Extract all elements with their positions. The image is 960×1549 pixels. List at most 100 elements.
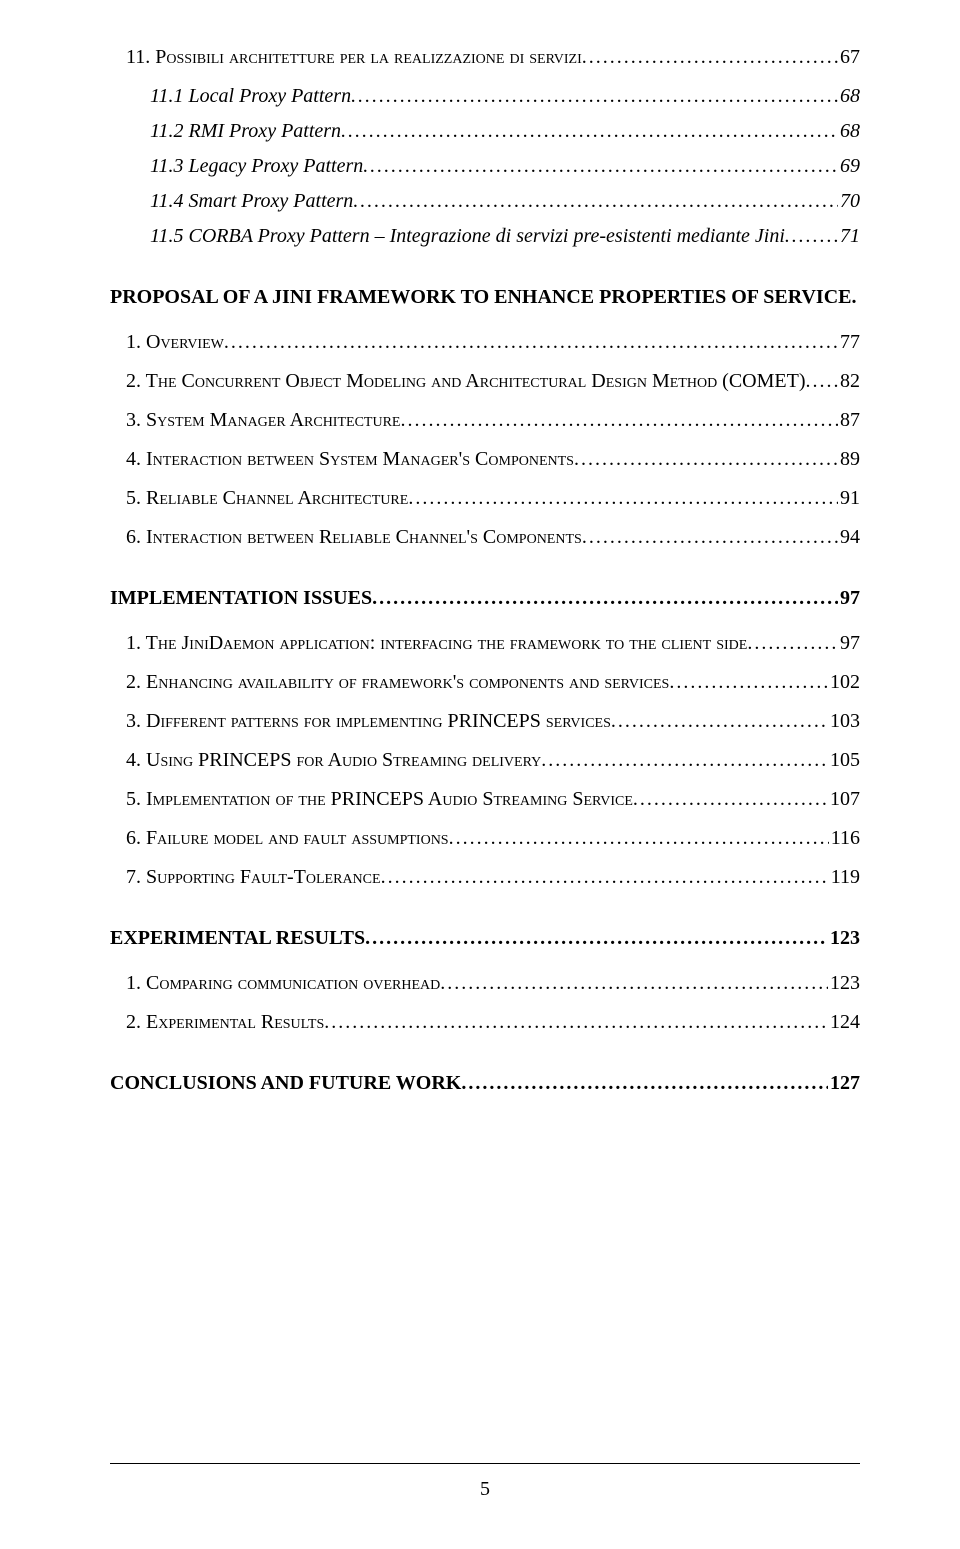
toc-leader-dots [400, 409, 838, 432]
toc-leader-dots [806, 370, 838, 393]
toc-entry: 11.5 CORBA Proxy Pattern – Integrazione … [150, 225, 860, 248]
toc-entry-label: 11. Possibili architetture per la realiz… [126, 46, 582, 69]
toc-entry: 4. Interaction between System Manager's … [126, 448, 860, 471]
toc-entry-label: IMPLEMENTATION ISSUES [110, 587, 372, 610]
toc-entry-page: 89 [838, 448, 860, 471]
toc-entry-page: 70 [838, 190, 860, 213]
toc-entry-page: 97 [838, 632, 860, 655]
toc-entry: 5. Implementation of the PRINCEPS Audio … [126, 788, 860, 811]
toc-entry-label: 2. Enhancing availability of framework's… [126, 671, 669, 694]
toc-entry-label: 1. Overview [126, 331, 224, 354]
toc-entry: 1. Overview 77 [126, 331, 860, 354]
toc-leader-dots [461, 1072, 828, 1095]
toc-entry-label: 2. The Concurrent Object Modeling and Ar… [126, 370, 806, 393]
toc-entry: 11.4 Smart Proxy Pattern 70 [150, 190, 860, 213]
toc-entry-page: 68 [838, 120, 860, 143]
toc-entry-label: 5. Implementation of the PRINCEPS Audio … [126, 788, 633, 811]
toc-entry-label: 11.2 RMI Proxy Pattern [150, 120, 341, 143]
toc-entry: 2. The Concurrent Object Modeling and Ar… [126, 370, 860, 393]
toc-entry-page: 71 [838, 225, 860, 248]
toc-entry: 11.1 Local Proxy Pattern 68 [150, 85, 860, 108]
toc-leader-dots [408, 487, 838, 510]
toc-leader-dots [324, 1011, 828, 1034]
toc-entry: 4. Using PRINCEPS for Audio Streaming de… [126, 749, 860, 772]
toc-entry-page: 77 [859, 286, 860, 309]
toc-entry-page: 123 [828, 927, 860, 950]
toc-entry-label: 7. Supporting Fault-Tolerance [126, 866, 381, 889]
toc-entry-page: 67 [838, 46, 860, 69]
toc-entry-page: 102 [828, 671, 860, 694]
toc-entry-page: 107 [828, 788, 860, 811]
toc-entry-label: 11.4 Smart Proxy Pattern [150, 190, 353, 213]
toc-leader-dots [851, 286, 859, 309]
toc-entry-label: PROPOSAL OF A JINI FRAMEWORK TO ENHANCE … [110, 286, 851, 309]
toc-leader-dots [351, 85, 838, 108]
toc-entry-label: 1. The JiniDaemon application: interfaci… [126, 632, 747, 655]
toc-leader-dots [363, 155, 838, 178]
toc-entry-page: 124 [828, 1011, 860, 1034]
toc-entry-page: 127 [828, 1072, 860, 1095]
toc-entry-label: 11.3 Legacy Proxy Pattern [150, 155, 363, 178]
toc-entry-label: 1. Comparing communication overhead [126, 972, 440, 995]
toc-entry-page: 94 [838, 526, 860, 549]
toc-leader-dots [611, 710, 828, 733]
toc-entry: 3. System Manager Architecture 87 [126, 409, 860, 432]
toc-entry: 11.2 RMI Proxy Pattern 68 [150, 120, 860, 143]
toc-entry-label: 3. System Manager Architecture [126, 409, 400, 432]
toc-entry-page: 82 [838, 370, 860, 393]
toc-entry: 7. Supporting Fault-Tolerance 119 [126, 866, 860, 889]
toc-entry: 5. Reliable Channel Architecture 91 [126, 487, 860, 510]
toc-entry: PROPOSAL OF A JINI FRAMEWORK TO ENHANCE … [110, 286, 860, 309]
toc-entry: CONCLUSIONS AND FUTURE WORK 127 [110, 1072, 860, 1095]
toc-entry-label: 11.1 Local Proxy Pattern [150, 85, 351, 108]
toc-entry: 3. Different patterns for implementing P… [126, 710, 860, 733]
toc-entry-page: 68 [838, 85, 860, 108]
toc-leader-dots [582, 526, 838, 549]
toc-entry-label: 2. Experimental Results [126, 1011, 324, 1034]
toc-entry-page: 69 [838, 155, 860, 178]
toc-entry-page: 123 [828, 972, 860, 995]
toc-leader-dots [669, 671, 828, 694]
toc-leader-dots [440, 972, 828, 995]
toc-leader-dots [372, 587, 838, 610]
toc-leader-dots [365, 927, 828, 950]
toc-entry: 1. The JiniDaemon application: interfaci… [126, 632, 860, 655]
toc-entry: 2. Enhancing availability of framework's… [126, 671, 860, 694]
toc-entry-page: 97 [838, 587, 860, 610]
toc-entry: 2. Experimental Results 124 [126, 1011, 860, 1034]
toc-leader-dots [747, 632, 838, 655]
toc-leader-dots [633, 788, 828, 811]
toc-entry-label: 4. Interaction between System Manager's … [126, 448, 574, 471]
toc-entry: 6. Interaction between Reliable Channel'… [126, 526, 860, 549]
toc-leader-dots [341, 120, 838, 143]
toc-leader-dots [381, 866, 829, 889]
toc-entry-page: 119 [829, 866, 860, 889]
toc-leader-dots [224, 331, 838, 354]
page-footer: 5 [110, 1463, 860, 1501]
toc-entry-page: 105 [828, 749, 860, 772]
toc-leader-dots [574, 448, 838, 471]
toc-entry-page: 116 [829, 827, 860, 850]
toc-entry: IMPLEMENTATION ISSUES 97 [110, 587, 860, 610]
footer-rule [110, 1463, 860, 1464]
toc-entry-label: EXPERIMENTAL RESULTS [110, 927, 365, 950]
toc-leader-dots [541, 749, 828, 772]
toc-leader-dots [785, 225, 838, 248]
toc-entry: EXPERIMENTAL RESULTS 123 [110, 927, 860, 950]
toc-leader-dots [582, 46, 838, 69]
toc-entry-label: 4. Using PRINCEPS for Audio Streaming de… [126, 749, 541, 772]
toc-entry: 6. Failure model and fault assumptions 1… [126, 827, 860, 850]
toc-entry-page: 77 [838, 331, 860, 354]
toc-leader-dots [449, 827, 829, 850]
toc-entry-page: 87 [838, 409, 860, 432]
toc-entry-label: 11.5 CORBA Proxy Pattern – Integrazione … [150, 225, 785, 248]
toc-entry-label: 6. Failure model and fault assumptions [126, 827, 449, 850]
toc-entry-label: 6. Interaction between Reliable Channel'… [126, 526, 582, 549]
toc-entry-page: 91 [838, 487, 860, 510]
table-of-contents: 11. Possibili architetture per la realiz… [110, 46, 860, 1095]
toc-entry-label: CONCLUSIONS AND FUTURE WORK [110, 1072, 461, 1095]
toc-entry: 1. Comparing communication overhead 123 [126, 972, 860, 995]
toc-entry: 11.3 Legacy Proxy Pattern 69 [150, 155, 860, 178]
toc-entry: 11. Possibili architetture per la realiz… [126, 46, 860, 69]
page-number: 5 [110, 1478, 860, 1501]
